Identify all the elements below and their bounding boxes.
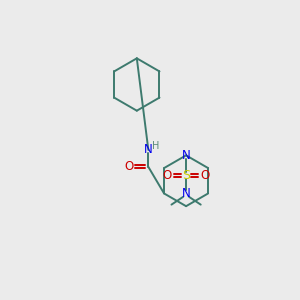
Text: O: O <box>124 160 134 173</box>
Text: O: O <box>201 169 210 182</box>
Text: N: N <box>144 143 153 157</box>
Text: H: H <box>152 141 159 151</box>
Text: S: S <box>182 169 190 182</box>
Text: O: O <box>162 169 172 182</box>
Text: N: N <box>182 149 190 162</box>
Text: N: N <box>182 187 190 200</box>
